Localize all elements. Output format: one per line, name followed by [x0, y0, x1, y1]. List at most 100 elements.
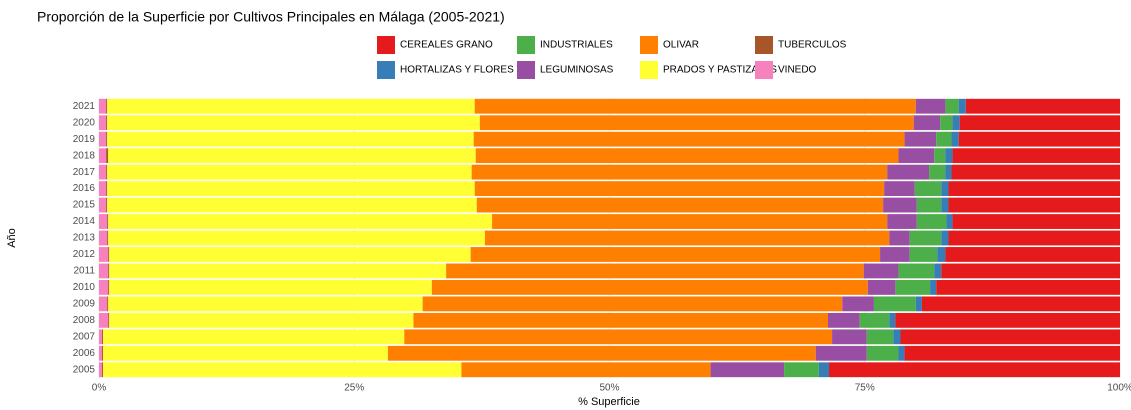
legend-label: TUBERCULOS: [778, 40, 847, 51]
bar-segment: [107, 214, 109, 229]
bar-segment: [108, 214, 493, 229]
bar-segment: [842, 296, 874, 312]
bar-segment: [959, 115, 1120, 131]
bar-segment: [895, 312, 1120, 328]
y-tick-label: 2005: [73, 364, 96, 375]
y-tick-label: 2015: [73, 200, 96, 211]
bar-segment: [108, 280, 110, 295]
bar-segment: [898, 263, 935, 279]
y-tick-label: 2017: [73, 167, 96, 178]
y-tick-label: 2014: [73, 216, 96, 227]
bar-segment: [387, 345, 816, 361]
bar-segment: [106, 197, 108, 213]
legend-label: OLIVAR: [663, 40, 699, 51]
bar-segment: [107, 164, 472, 180]
bar-segment: [887, 214, 917, 229]
legend-label: HORTALIZAS Y FLORES: [400, 65, 514, 76]
bar-segment: [107, 131, 474, 147]
y-tick-label: 2009: [73, 299, 96, 310]
y-tick-label: 2020: [73, 117, 96, 128]
x-tick-label: 100%: [1107, 383, 1131, 394]
bar-segment: [859, 312, 890, 328]
bar-segment: [107, 181, 475, 196]
bar-segment: [884, 181, 915, 196]
bar-segment: [948, 197, 1120, 213]
bar-segment: [108, 148, 476, 164]
bar-segment: [710, 362, 785, 378]
bar-segment: [107, 115, 480, 131]
bar-segment: [909, 230, 942, 246]
bar-segment: [895, 280, 931, 295]
x-tick-label: 25%: [344, 383, 364, 394]
bar-segment: [107, 296, 109, 312]
bar-segment: [470, 247, 881, 262]
bar-segment: [108, 247, 110, 262]
bar-segment: [952, 214, 1120, 229]
bar-segment: [941, 230, 949, 246]
bar-segment: [952, 115, 960, 131]
bar-segment: [958, 131, 1120, 147]
y-tick-label: 2021: [73, 101, 96, 112]
bar-segment: [904, 131, 937, 147]
bar-segment: [102, 329, 104, 345]
legend-key: [755, 36, 773, 54]
bar-segment: [99, 214, 108, 229]
bar-segment: [99, 148, 107, 164]
bar-segment: [422, 296, 843, 312]
bar-segment: [99, 296, 108, 312]
legend-key: [640, 61, 658, 79]
bar-segment: [99, 98, 107, 114]
bar-segment: [404, 329, 833, 345]
bar-segment: [107, 98, 475, 114]
bar-segment: [930, 280, 937, 295]
legend-label: INDUSTRIALES: [540, 40, 613, 51]
bar-segment: [940, 115, 953, 131]
bar-segment: [479, 115, 914, 131]
y-tick-label: 2006: [73, 348, 96, 359]
y-tick-label: 2018: [73, 150, 96, 161]
bar-segment: [937, 247, 946, 262]
bar-segment: [948, 230, 1120, 246]
bar-segment: [832, 329, 867, 345]
bar-segment: [866, 345, 899, 361]
x-tick-label: 75%: [855, 383, 875, 394]
legend-label: CEREALES GRANO: [400, 40, 493, 51]
bar-segment: [916, 197, 942, 213]
bar-segment: [958, 98, 966, 114]
bar-segment: [99, 131, 107, 147]
bar-segment: [107, 197, 477, 213]
bar-segment: [946, 214, 953, 229]
y-tick-label: 2016: [73, 183, 96, 194]
bar-segment: [99, 197, 107, 213]
bar-segment: [893, 329, 901, 345]
bar-segment: [934, 148, 946, 164]
bar-segment: [945, 98, 959, 114]
legend-key: [517, 61, 535, 79]
bar-segment: [929, 164, 946, 180]
bar-segment: [827, 312, 860, 328]
bar-segment: [108, 312, 110, 328]
bar-segment: [99, 362, 103, 378]
bar-segment: [913, 115, 941, 131]
bar-segment: [951, 131, 959, 147]
bar-segment: [99, 329, 103, 345]
y-axis-title: Año: [6, 228, 18, 248]
bar-segment: [109, 247, 471, 262]
bar-segment: [866, 329, 894, 345]
bar-segment: [109, 263, 447, 279]
bar-segment: [106, 148, 109, 164]
bar-segment: [475, 148, 899, 164]
bar-segment: [431, 280, 868, 295]
bar-segment: [945, 164, 952, 180]
bar-segment: [914, 181, 942, 196]
bar-segment: [945, 247, 1120, 262]
bar-segment: [904, 345, 1120, 361]
bar-segment: [952, 148, 1120, 164]
chart-title: Proporción de la Superficie por Cultivos…: [37, 9, 505, 25]
bar-segment: [413, 312, 828, 328]
bar-segment: [815, 345, 867, 361]
bar-segment: [99, 247, 109, 262]
bar-segment: [898, 148, 935, 164]
bar-segment: [889, 230, 910, 246]
